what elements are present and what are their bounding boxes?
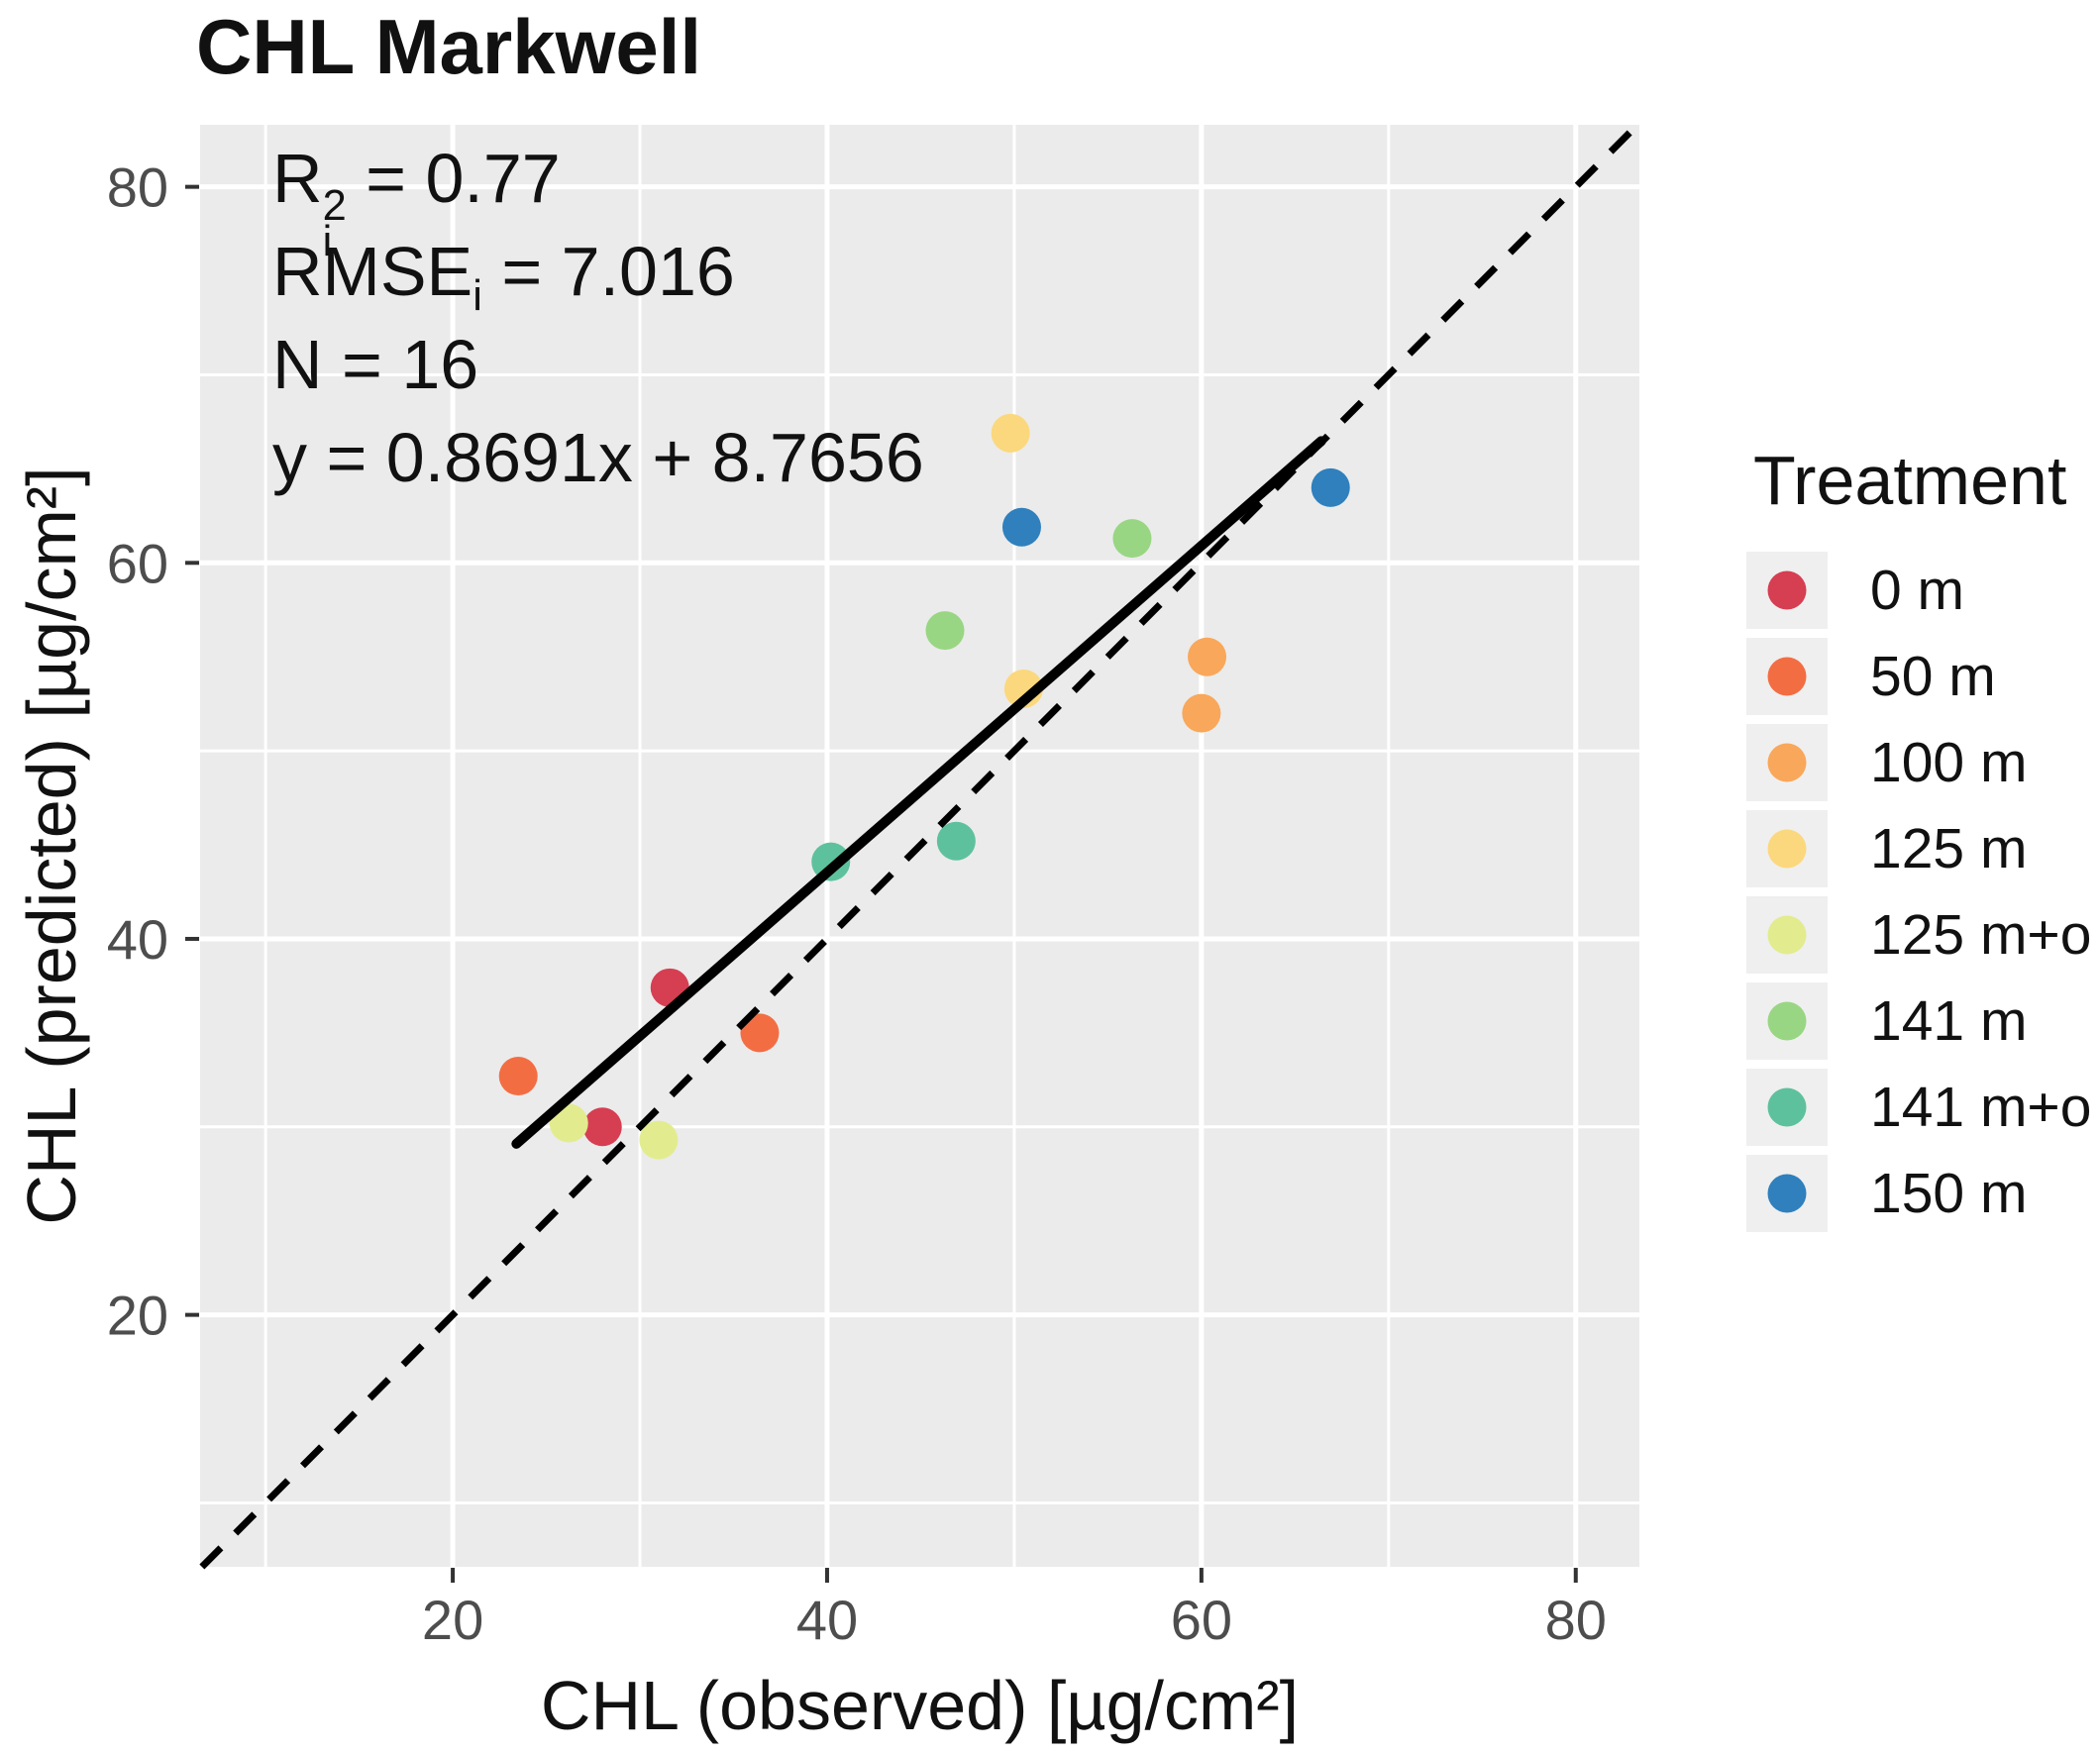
legend-dot-icon	[1767, 829, 1807, 869]
legend-item-0-m: 0 m	[1746, 552, 2091, 629]
legend-item-label: 150 m	[1870, 1162, 2028, 1225]
r-squared-superscript: 2	[322, 182, 347, 231]
legend: Treatment 0 m 50 m 100 m 125 m 125 m+o 141 m 1…	[1746, 441, 2091, 1232]
legend-key	[1746, 1155, 1828, 1232]
y-tick-label-80: 80	[107, 156, 168, 219]
legend-dot-icon	[1767, 743, 1807, 782]
x-tick-label-60: 60	[1171, 1589, 1232, 1651]
rmse-value: = 7.016	[481, 233, 735, 310]
legend-item-100-m: 100 m	[1746, 724, 2091, 801]
legend-items: 0 m 50 m 100 m 125 m 125 m+o 141 m 141 m+o 150 …	[1746, 552, 2091, 1232]
legend-item-label: 141 m	[1870, 989, 2028, 1053]
legend-key	[1746, 810, 1828, 887]
regression-line	[511, 436, 1326, 1149]
legend-item-125-m: 125 m	[1746, 810, 2091, 887]
legend-key	[1746, 638, 1828, 715]
point-100-m-2	[1182, 693, 1221, 733]
legend-item-141-m-o: 141 m+o	[1746, 1069, 2091, 1146]
identity-line	[199, 122, 1640, 1570]
x-tick-label-80: 80	[1545, 1589, 1607, 1651]
point-100-m-1	[1188, 637, 1227, 676]
legend-key	[1746, 724, 1828, 801]
data-points	[498, 413, 1350, 1160]
legend-key	[1746, 1069, 1828, 1146]
legend-item-label: 125 m	[1870, 817, 2028, 880]
rmse-symbol: RMSE	[272, 233, 473, 310]
legend-dot-icon	[1767, 1174, 1807, 1213]
legend-item-50-m: 50 m	[1746, 638, 2091, 715]
point-50-m-2	[740, 1013, 780, 1053]
axis-tick-labels: 20 40 60 80 20 40 60 80	[107, 156, 1607, 1651]
chart-title: CHL Markwell	[196, 3, 702, 90]
x-tick-label-40: 40	[796, 1589, 858, 1651]
y-tick-label-20: 20	[107, 1285, 168, 1347]
legend-item-label: 100 m	[1870, 731, 2028, 794]
legend-dot-icon	[1767, 1087, 1807, 1127]
point-150-m-2	[1311, 467, 1350, 507]
point-50-m-1	[498, 1057, 538, 1096]
equation-line: y = 0.8691x + 8.7656	[272, 419, 924, 496]
x-tick-label-20: 20	[422, 1589, 483, 1651]
legend-item-label: 0 m	[1870, 559, 1965, 622]
legend-item-label: 125 m+o	[1870, 903, 2092, 967]
legend-item-label: 50 m	[1870, 645, 1996, 708]
point-125-m-o-1	[549, 1103, 588, 1143]
point-141-m-o-2	[936, 821, 976, 861]
point-0-m-2	[582, 1107, 622, 1147]
point-150-m-1	[1001, 507, 1041, 547]
point-141-m-2	[1112, 519, 1152, 559]
legend-dot-icon	[1767, 915, 1807, 955]
y-tick-label-60: 60	[107, 532, 168, 594]
legend-item-150-m: 150 m	[1746, 1155, 2091, 1232]
axis-ticks	[185, 184, 1578, 1583]
y-axis-title: CHL (predicted) [µg/cm²]	[13, 466, 90, 1225]
r-squared-symbol: R	[272, 140, 323, 217]
legend-key	[1746, 982, 1828, 1060]
r-squared-subscript: i	[322, 217, 333, 265]
legend-dot-icon	[1767, 657, 1807, 696]
legend-dot-icon	[1767, 570, 1807, 610]
point-141-m-1	[925, 611, 965, 651]
legend-key	[1746, 896, 1828, 974]
legend-title: Treatment	[1753, 442, 2067, 519]
fit-lines	[199, 122, 1640, 1570]
rmse-subscript: i	[472, 272, 482, 321]
legend-dot-icon	[1767, 1001, 1807, 1041]
r-squared-value: = 0.77	[346, 140, 561, 217]
y-tick-label-40: 40	[107, 908, 168, 971]
point-125-m-o-2	[639, 1120, 679, 1160]
legend-item-125-m-o: 125 m+o	[1746, 896, 2091, 974]
legend-key	[1746, 552, 1828, 629]
x-axis-title: CHL (observed) [µg/cm²]	[540, 1667, 1300, 1744]
legend-item-label: 141 m+o	[1870, 1076, 2092, 1139]
n-line: N = 16	[272, 326, 479, 403]
point-125-m-1	[991, 413, 1030, 453]
rmse-line: RMSEi = 7.016	[272, 225, 924, 318]
legend-item-141-m: 141 m	[1746, 982, 2091, 1060]
